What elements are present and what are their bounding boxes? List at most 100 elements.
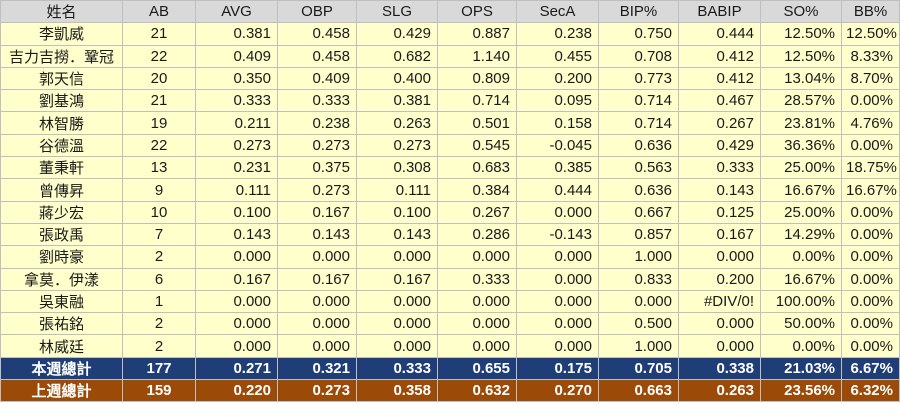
cell-bb: 0.00%	[841, 289, 900, 314]
cell-seca: 0.270	[516, 379, 599, 403]
cell-bip: 0.857	[598, 222, 679, 247]
table-row: 董秉軒 13 0.231 0.375 0.308 0.683 0.385 0.563 0.333…	[0, 156, 900, 180]
cell-babip: 0.000	[678, 312, 761, 336]
cell-babip: 0.429	[678, 133, 761, 158]
cell-ab: 22	[122, 133, 196, 158]
cell-bip: 0.708	[598, 44, 679, 68]
cell-avg: 0.000	[195, 289, 278, 314]
table-body: 李凱威 21 0.381 0.458 0.429 0.887 0.238 0.750 0.444…	[0, 22, 900, 403]
cell-babip: 0.000	[678, 334, 761, 358]
cell-babip: 0.167	[678, 222, 761, 247]
table-row: 張祐銘 2 0.000 0.000 0.000 0.000 0.000 0.500 0.000 5…	[0, 312, 900, 336]
cell-ab: 21	[122, 89, 196, 113]
cell-obp: 0.167	[277, 200, 357, 224]
header-so: SO%	[760, 0, 842, 24]
cell-so: 16.67%	[760, 178, 842, 202]
cell-name: 劉時豪	[0, 245, 123, 269]
last-week-total-row: 上週總計 159 0.220 0.273 0.358 0.632 0.270 0.663 0.2…	[0, 379, 900, 403]
cell-bip: 1.000	[598, 245, 679, 269]
cell-name: 吳東融	[0, 289, 123, 314]
cell-name: 林智勝	[0, 111, 123, 135]
cell-name: 谷德溫	[0, 133, 123, 158]
cell-ab: 2	[122, 334, 196, 358]
cell-bip: 0.773	[598, 66, 679, 91]
header-row: 姓名 AB AVG OBP SLG OPS SecA BIP% BABIP SO…	[0, 0, 900, 24]
cell-so: 23.81%	[760, 111, 842, 135]
cell-bip: 0.714	[598, 89, 679, 113]
cell-avg: 0.231	[195, 156, 278, 180]
header-name: 姓名	[0, 0, 123, 24]
cell-bb: 0.00%	[841, 267, 900, 291]
cell-so: 0.00%	[760, 334, 842, 358]
cell-bip: 1.000	[598, 334, 679, 358]
cell-ab: 6	[122, 267, 196, 291]
cell-slg: 0.000	[356, 289, 438, 314]
cell-obp: 0.458	[277, 22, 357, 46]
cell-so: 13.04%	[760, 66, 842, 91]
header-seca: SecA	[516, 0, 599, 24]
header-avg: AVG	[195, 0, 278, 24]
cell-bip: 0.636	[598, 133, 679, 158]
cell-name: 劉基鴻	[0, 89, 123, 113]
cell-bip: 0.750	[598, 22, 679, 46]
cell-so: 14.29%	[760, 222, 842, 247]
cell-slg: 0.358	[356, 379, 438, 403]
table-row: 吉力吉撈．鞏冠 22 0.409 0.458 0.682 1.140 0.455 0.708 0…	[0, 44, 900, 68]
cell-bip: 0.705	[598, 356, 679, 381]
cell-babip: 0.412	[678, 66, 761, 91]
cell-obp: 0.000	[277, 245, 357, 269]
table-row: 曾傳昇 9 0.111 0.273 0.111 0.384 0.444 0.636 0.143 1…	[0, 178, 900, 202]
cell-name: 曾傳昇	[0, 178, 123, 202]
table-row: 林威廷 2 0.000 0.000 0.000 0.000 0.000 1.000 0.000 0…	[0, 334, 900, 358]
cell-avg: 0.211	[195, 111, 278, 135]
cell-slg: 0.143	[356, 222, 438, 247]
cell-bip: 0.500	[598, 312, 679, 336]
table-row: 張政禹 7 0.143 0.143 0.143 0.286 -0.143 0.857 0.167…	[0, 222, 900, 247]
cell-obp: 0.375	[277, 156, 357, 180]
cell-slg: 0.263	[356, 111, 438, 135]
cell-name: 郭天信	[0, 66, 123, 91]
cell-name: 董秉軒	[0, 156, 123, 180]
cell-slg: 0.429	[356, 22, 438, 46]
cell-seca: 0.000	[516, 200, 599, 224]
cell-bb: 18.75%	[841, 156, 900, 180]
stats-table: 姓名 AB AVG OBP SLG OPS SecA BIP% BABIP SO…	[0, 0, 900, 403]
cell-bb: 0.00%	[841, 200, 900, 224]
cell-obp: 0.000	[277, 289, 357, 314]
cell-babip: 0.444	[678, 22, 761, 46]
table-row: 林智勝 19 0.211 0.238 0.263 0.501 0.158 0.714 0.267…	[0, 111, 900, 135]
cell-so: 25.00%	[760, 156, 842, 180]
cell-ops: 0.000	[437, 245, 517, 269]
cell-slg: 0.308	[356, 156, 438, 180]
cell-ab: 177	[122, 356, 196, 381]
cell-ops: 0.714	[437, 89, 517, 113]
cell-seca: 0.000	[516, 334, 599, 358]
cell-name: 李凱威	[0, 22, 123, 46]
cell-babip: 0.412	[678, 44, 761, 68]
cell-babip: 0.263	[678, 379, 761, 403]
cell-bip: 0.663	[598, 379, 679, 403]
cell-avg: 0.271	[195, 356, 278, 381]
cell-obp: 0.333	[277, 89, 357, 113]
cell-seca: 0.455	[516, 44, 599, 68]
cell-obp: 0.321	[277, 356, 357, 381]
cell-ab: 2	[122, 245, 196, 269]
cell-ab: 159	[122, 379, 196, 403]
cell-bb: 8.70%	[841, 66, 900, 91]
cell-bb: 6.67%	[841, 356, 900, 381]
cell-ab: 10	[122, 200, 196, 224]
cell-avg: 0.000	[195, 312, 278, 336]
cell-so: 16.67%	[760, 267, 842, 291]
cell-so: 28.57%	[760, 89, 842, 113]
cell-bb: 16.67%	[841, 178, 900, 202]
cell-bip: 0.636	[598, 178, 679, 202]
cell-slg: 0.333	[356, 356, 438, 381]
cell-so: 100.00%	[760, 289, 842, 314]
cell-ab: 7	[122, 222, 196, 247]
cell-obp: 0.167	[277, 267, 357, 291]
cell-seca: -0.143	[516, 222, 599, 247]
cell-name: 拿莫．伊漾	[0, 267, 123, 291]
cell-ab: 22	[122, 44, 196, 68]
cell-ab: 2	[122, 312, 196, 336]
cell-bip: 0.833	[598, 267, 679, 291]
